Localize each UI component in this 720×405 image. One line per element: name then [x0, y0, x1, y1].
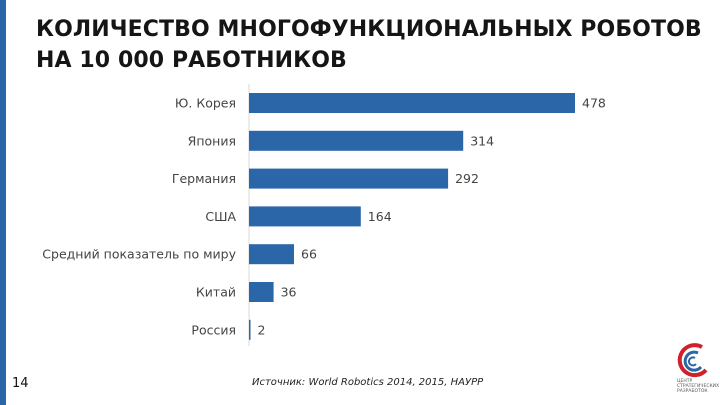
category-label-3: США: [205, 209, 236, 224]
slide-title: КОЛИЧЕСТВО МНОГОФУНКЦИОНАЛЬНЫХ РОБОТОВ Н…: [36, 14, 702, 76]
value-label-0: 478: [582, 96, 606, 111]
category-label-5: Китай: [196, 285, 236, 300]
center-logo-icon: [677, 343, 708, 378]
bar-6: [249, 319, 251, 340]
category-label-2: Германия: [172, 171, 236, 186]
logo-text-line-1: ЦЕНТР: [677, 379, 693, 384]
bar-4: [249, 244, 294, 265]
center-logo-text: ЦЕНТР СТРАТЕГИЧЕСКИХ РАЗРАБОТОК: [677, 379, 719, 394]
bar-5: [249, 282, 274, 302]
value-label-1: 314: [470, 133, 494, 148]
center-logo: ЦЕНТР СТРАТЕГИЧЕСКИХ РАЗРАБОТОК: [668, 340, 719, 402]
slide-title-line-1: КОЛИЧЕСТВО МНОГОФУНКЦИОНАЛЬНЫХ РОБОТОВ: [36, 17, 702, 42]
source-note: Источник: World Robotics 2014, 2015, НАУ…: [252, 377, 484, 388]
value-label-2: 292: [455, 171, 479, 186]
logo-text-line-3: РАЗРАБОТОК: [677, 389, 708, 394]
accent-side-bar: [0, 0, 6, 405]
category-label-4: Средний показатель по миру: [42, 247, 236, 262]
category-label-1: Япония: [188, 133, 236, 148]
bar-1: [249, 130, 464, 151]
slide-title-line-2: НА 10 000 РАБОТНИКОВ: [36, 48, 347, 73]
value-label-5: 36: [281, 285, 297, 300]
bar-2: [249, 168, 449, 189]
bar-3: [249, 206, 361, 227]
category-label-0: Ю. Корея: [175, 96, 236, 111]
bar-0: [249, 93, 575, 113]
value-label-3: 164: [368, 209, 392, 224]
value-label-6: 2: [258, 322, 266, 337]
value-label-4: 66: [301, 247, 317, 262]
category-label-6: Россия: [191, 322, 236, 337]
page-number: 14: [12, 376, 29, 391]
logo-text-line-2: СТРАТЕГИЧЕСКИХ: [677, 384, 720, 389]
